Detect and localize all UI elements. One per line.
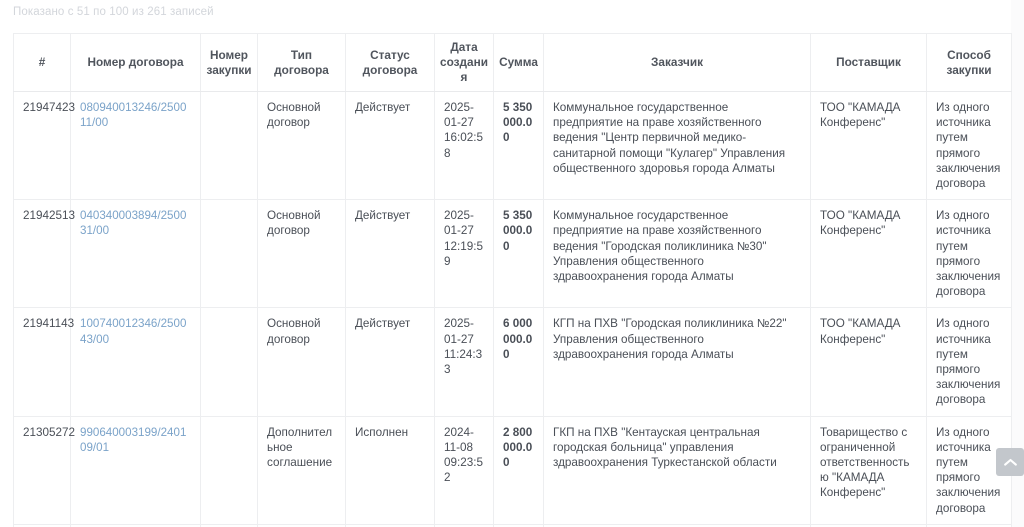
cell-customer: ГКП на ПХВ "Кентауская центральная город…	[543, 415, 811, 525]
cell-amount: 5 350 000.00	[493, 199, 544, 309]
cell-amount: 5 350 000.00	[493, 90, 544, 201]
table-row[interactable]: 21282209 040240003206/240258/01 Дополнит…	[13, 523, 1012, 527]
cell-amount: 6 000 000.00	[493, 307, 544, 417]
cell-supplier: Товарищество с ограниченной ответственно…	[810, 415, 927, 525]
cell-procurement-method: Из одного источника путем прямого заключ…	[926, 307, 1012, 417]
cell-contract-number: 100740012346/250043/00	[70, 307, 201, 417]
cell-procurement-number	[200, 307, 258, 417]
page-right-edge	[1011, 0, 1024, 527]
chevron-up-icon	[1003, 458, 1017, 467]
table-row[interactable]: 21947423 080940013246/250011/00 Основной…	[13, 90, 1012, 201]
cell-created-date: 2025-01-27 11:24:33	[434, 307, 494, 417]
column-header-procurement-method[interactable]: Способ закупки	[926, 33, 1012, 92]
cell-created-date: 2025-01-27 12:19:59	[434, 199, 494, 309]
cell-id: 21947423	[13, 90, 75, 201]
cell-procurement-method: Из одного источника путем прямого заключ…	[926, 90, 1012, 201]
table-head: # Номер договора Номер закупки Тип догов…	[13, 33, 1012, 92]
column-header-contract-number[interactable]: Номер договора	[70, 33, 201, 92]
cell-created-date: 2024-11-08 09:23:52	[434, 415, 494, 525]
cell-contract-type: Основной договор	[257, 199, 346, 309]
column-header-contract-type[interactable]: Тип договора	[257, 33, 346, 92]
cell-customer: Коммунальное государственное предприятие…	[543, 90, 811, 201]
column-header-contract-status[interactable]: Статус договора	[345, 33, 435, 92]
contract-number-link[interactable]: 990640003199/240109/01	[80, 425, 187, 454]
table-row[interactable]: 21941143 100740012346/250043/00 Основной…	[13, 307, 1012, 417]
cell-contract-status: Исполнен	[345, 415, 435, 525]
contract-number-link[interactable]: 040340003894/250031/00	[80, 209, 187, 238]
cell-procurement-method: Из одного источника путем прямого заключ…	[926, 199, 1012, 309]
cell-supplier: ТОО "КАМАДА Конференс"	[810, 307, 927, 417]
column-header-amount[interactable]: Сумма	[493, 33, 544, 92]
column-header-procurement-number[interactable]: Номер закупки	[200, 33, 258, 92]
column-header-created-date[interactable]: Дата создания	[434, 33, 494, 92]
cell-contract-type: Основной договор	[257, 90, 346, 201]
table-row[interactable]: 21942513 040340003894/250031/00 Основной…	[13, 199, 1012, 309]
table-body: 21947423 080940013246/250011/00 Основной…	[13, 90, 1012, 527]
records-count-label: Показано с 51 по 100 из 261 записей	[13, 6, 214, 18]
cell-customer: КГП на ПХВ "Городская поликлиника №22" У…	[543, 307, 811, 417]
cell-contract-number: 990640003199/240109/01	[70, 415, 201, 525]
cell-supplier: ТОО "КАМАДА Конференс"	[810, 199, 927, 309]
cell-supplier: ТОО "КАМАДА Конференс"	[810, 90, 927, 201]
cell-contract-number: 080940013246/250011/00	[70, 90, 201, 201]
cell-contract-type: Основной договор	[257, 307, 346, 417]
contracts-table-container: # Номер договора Номер закупки Тип догов…	[13, 33, 1012, 527]
cell-procurement-number	[200, 90, 258, 201]
cell-contract-status: Действует	[345, 307, 435, 417]
contracts-table: # Номер договора Номер закупки Тип догов…	[13, 33, 1012, 527]
table-row[interactable]: 21305272 990640003199/240109/01 Дополнит…	[13, 415, 1012, 525]
cell-procurement-number	[200, 199, 258, 309]
cell-procurement-number	[200, 415, 258, 525]
table-header-row: # Номер договора Номер закупки Тип догов…	[13, 33, 1012, 92]
cell-created-date: 2025-01-27 16:02:58	[434, 90, 494, 201]
cell-customer: Коммунальное государственное предприятие…	[543, 199, 811, 309]
column-header-customer[interactable]: Заказчик	[543, 33, 811, 92]
cell-amount: 2 800 000.00	[493, 415, 544, 525]
cell-contract-status: Действует	[345, 90, 435, 201]
cell-contract-number: 040340003894/250031/00	[70, 199, 201, 309]
column-header-supplier[interactable]: Поставщик	[810, 33, 927, 92]
cell-id: 21305272	[13, 415, 75, 525]
contract-number-link[interactable]: 080940013246/250011/00	[80, 101, 187, 130]
cell-id: 21942513	[13, 199, 75, 309]
cell-procurement-method: Из одного источника путем прямого заключ…	[926, 523, 1012, 527]
cell-contract-status: Действует	[345, 199, 435, 309]
contract-number-link[interactable]: 100740012346/250043/00	[80, 317, 187, 346]
column-header-id[interactable]: #	[13, 33, 71, 92]
cell-id: 21941143	[13, 307, 74, 417]
scroll-to-top-button[interactable]	[996, 448, 1024, 476]
cell-contract-type: Дополнительное соглашение	[257, 415, 346, 525]
